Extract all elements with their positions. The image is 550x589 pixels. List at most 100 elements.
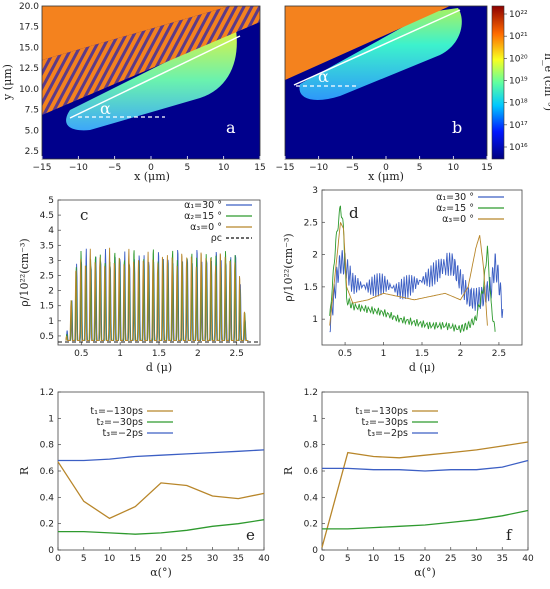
panel-label-e: e (246, 526, 255, 544)
ytick-label: 1.2 (304, 388, 318, 398)
map-xtick-label: −15 (276, 163, 295, 173)
ytick-label: 0.4 (304, 493, 319, 503)
xtick-label: 0.5 (74, 349, 88, 359)
legend-label: α₁=30 ° (184, 200, 222, 211)
xtick-label: 20 (155, 554, 167, 564)
legend-label: t₁=−130ps (90, 406, 143, 417)
xlabel: α(°) (150, 566, 172, 579)
ytick-label: 1 (312, 315, 318, 325)
xtick-label: 0.5 (338, 349, 352, 359)
map-xtick-label: −5 (108, 163, 121, 173)
map-a-plume (66, 30, 237, 131)
legend-label: t₁=−130ps (355, 406, 408, 417)
map-a-ticks: −15 −10 −5 0 5 10 15 2.5 5.0 7.5 10.0 12.5 15.0 17.5 2… (19, 2, 266, 173)
series-line (321, 441, 529, 548)
map-xtick-label: 5 (184, 163, 190, 173)
xtick-label: 0 (55, 554, 61, 564)
xtick-label: 25 (445, 554, 456, 564)
xtick-label: 5 (81, 554, 87, 564)
colorbar-tick-label: 10²¹ (509, 32, 528, 42)
ytick-label: 1.2 (40, 388, 54, 398)
ytick-label: 0 (312, 546, 318, 556)
xtick-label: 20 (419, 554, 431, 564)
xtick-label: 40 (522, 554, 534, 564)
xtick-label: 2 (458, 349, 464, 359)
ytick-label: 1.5 (304, 283, 318, 293)
map-ytick-label: 2.5 (25, 147, 39, 157)
chart-panel-d: 0.5 1 1.5 2 2.5 1 1.5 2 2.5 3 d (μ) ρ/10²²(cm⁻³) d α₁… (282, 186, 523, 374)
map-xtick-label: 15 (481, 163, 492, 173)
series-line (65, 247, 249, 341)
colorbar-tick-label: 10¹⁹ (509, 77, 528, 87)
panel-label-f: f (506, 526, 513, 544)
map-b-ticks: −15 −10 −5 0 5 10 15 (276, 156, 493, 173)
ytick-label: 4.5 (40, 211, 54, 221)
ytick-label: 3 (48, 256, 54, 266)
xtick-label: 15 (130, 554, 141, 564)
ylabel: ρ/10²²(cm⁻³) (282, 233, 295, 301)
map-xtick-label: −15 (33, 163, 52, 173)
colorbar-tick-label: 10²² (509, 10, 528, 20)
series-line (329, 222, 488, 326)
map-b-plume (299, 8, 462, 100)
legend-label: α₂=15 ° (184, 211, 222, 222)
series-line (57, 461, 265, 520)
ytick-label: 0.6 (304, 467, 319, 477)
ylabel: R (18, 466, 31, 475)
map-panel-b: α b −15 −10 −5 0 5 10 15 x (μm) (276, 5, 493, 183)
map-b-panel-label: b (452, 118, 462, 137)
xtick-label: 2 (195, 349, 201, 359)
colorbar-label: n_e (cm⁻³) (542, 53, 550, 111)
legend-label: t₂=−30ps (96, 417, 143, 428)
ytick-label: 2 (48, 287, 54, 297)
ytick-label: 3.5 (40, 241, 54, 251)
legend-label: t₃=−2ps (103, 428, 144, 439)
ytick-label: 1 (48, 414, 54, 424)
xlabel: α(°) (414, 566, 436, 579)
xtick-label: 40 (258, 554, 270, 564)
legend-label: α₃=0 ° (442, 214, 474, 225)
xtick-label: 15 (394, 554, 405, 564)
panel-label-d: d (349, 204, 359, 222)
legend-label: t₃=−2ps (368, 428, 409, 439)
ytick-label: 4 (48, 226, 54, 236)
colorbar-tick-label: 10²⁰ (509, 54, 528, 64)
chart-panel-c: 0.5 1 1.5 2 2.5 0.5 1 1.5 2 2.5 3 3.5 4 4.5 5 d (μ) ρ/10… (18, 196, 261, 374)
map-ytick-label: 17.5 (19, 23, 39, 33)
map-ytick-label: 15.0 (19, 43, 39, 53)
map-xtick-label: 10 (448, 163, 460, 173)
map-ytick-label: 7.5 (25, 106, 39, 116)
legend-label: α₃=0 ° (190, 222, 222, 233)
map-a-target-grating (42, 6, 260, 115)
map-a-xlabel: x (μm) (134, 170, 170, 183)
map-a-angle-label: α (100, 99, 111, 118)
map-b-xlabel: x (μm) (368, 170, 404, 183)
ytick-label: 0.8 (304, 441, 319, 451)
ytick-label: 0.2 (304, 520, 318, 530)
map-b-target (285, 6, 450, 80)
map-ytick-label: 5.0 (25, 126, 40, 136)
xlabel: d (μ) (146, 361, 172, 374)
xtick-label: 25 (181, 554, 192, 564)
series-line (58, 519, 265, 535)
map-xtick-label: 10 (218, 163, 230, 173)
legend-label: α₂=15 ° (436, 203, 474, 214)
map-a-target-surface (69, 35, 241, 119)
chart-panel-f: 0 5 10 15 20 25 30 35 40 0 0.2 0.4 0.6 0.8 1 1.2 α(°) Rf t… (282, 388, 534, 579)
series-line (58, 449, 265, 462)
legend-label: t₂=−30ps (361, 417, 408, 428)
xtick-label: 2.5 (230, 349, 244, 359)
series-line (322, 509, 529, 530)
xtick-label: 30 (471, 554, 483, 564)
ytick-label: 0.2 (40, 520, 54, 530)
map-a-panel-label: a (226, 118, 236, 137)
plot-frame (57, 391, 265, 551)
xlabel: d (μ) (409, 361, 435, 374)
colorbar-tick-label: 10¹⁷ (509, 121, 528, 131)
map-ytick-label: 20.0 (19, 2, 39, 12)
ytick-label: 1.5 (40, 302, 54, 312)
ylabel: ρ/10²²(cm⁻³) (18, 238, 31, 306)
colorbar: 10²² 10²¹ 10²⁰ 10¹⁹ 10¹⁸ 10¹⁷ 10¹⁶ n_e (cm⁻³) (491, 5, 550, 160)
ytick-label: 0 (48, 546, 54, 556)
map-a-ylabel: y (μm) (1, 64, 14, 101)
